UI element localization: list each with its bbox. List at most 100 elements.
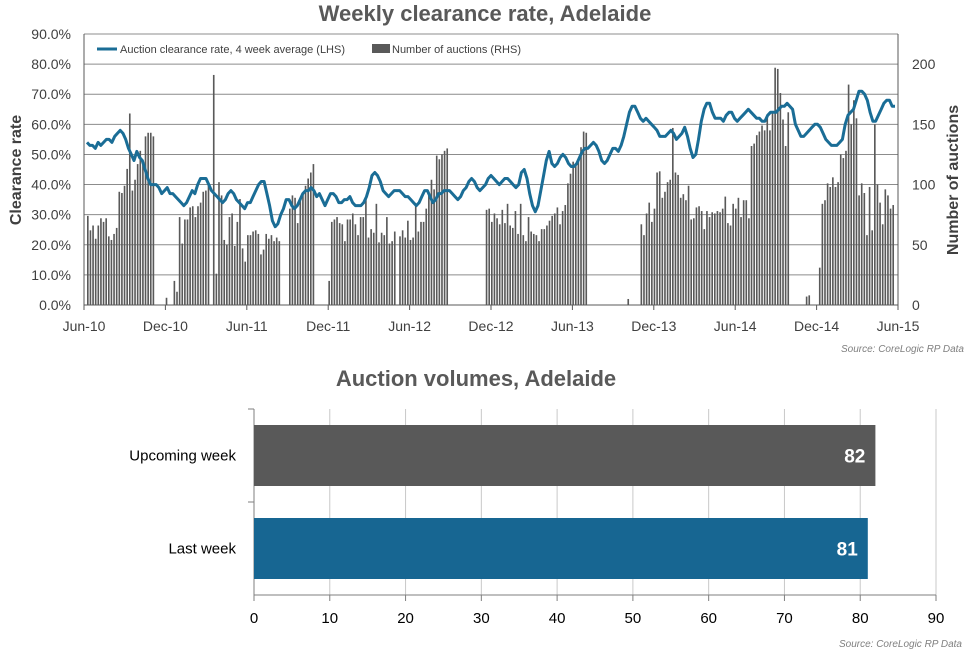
auction-bar bbox=[553, 213, 556, 305]
auction-bar bbox=[152, 136, 155, 305]
auction-bar bbox=[372, 232, 375, 305]
auction-bar bbox=[582, 131, 585, 305]
auction-bar bbox=[362, 217, 365, 305]
chart2-title: Auction volumes, Adelaide bbox=[336, 366, 616, 391]
auction-bar bbox=[690, 219, 693, 305]
chart1-title: Weekly clearance rate, Adelaide bbox=[319, 1, 652, 26]
auction-bar bbox=[375, 203, 378, 305]
auction-bar bbox=[236, 221, 239, 305]
auction-bar bbox=[430, 179, 433, 305]
auction-bar bbox=[818, 267, 821, 305]
auction-bar bbox=[546, 225, 548, 305]
auction-bar bbox=[700, 211, 703, 305]
y2-tick-label: 50 bbox=[912, 237, 928, 253]
auction-bar bbox=[766, 117, 769, 305]
auction-bar bbox=[682, 194, 685, 305]
auction-bar bbox=[178, 217, 181, 305]
chart1-left-ticks: 0.0% 10.0% 20.0% 30.0% 40.0% 50.0% 60.0% 70.0% 8… bbox=[31, 26, 71, 313]
auction-bar bbox=[693, 218, 695, 305]
auction-bar bbox=[367, 237, 370, 305]
auction-bar bbox=[89, 230, 92, 305]
auction-bar bbox=[223, 239, 226, 305]
bar-category-label: Upcoming week bbox=[129, 448, 236, 465]
auction-bar bbox=[585, 132, 588, 305]
auction-bar bbox=[220, 195, 223, 305]
auction-bar bbox=[425, 208, 428, 305]
auction-bar bbox=[522, 235, 525, 305]
auction-bar bbox=[834, 186, 837, 305]
auction-bar bbox=[845, 150, 847, 305]
chart1-y2-axis-title: Number of auctions bbox=[945, 105, 962, 255]
auction-bar bbox=[695, 207, 698, 305]
auction-bar bbox=[847, 84, 850, 305]
legend-bar-swatch bbox=[372, 44, 390, 53]
auction-bar bbox=[784, 146, 787, 305]
auction-bar bbox=[194, 217, 197, 305]
auction-bar bbox=[186, 219, 189, 305]
auction-bar bbox=[514, 211, 517, 305]
x-tick-label: Jun-10 bbox=[63, 318, 106, 334]
auction-bar bbox=[645, 213, 648, 305]
auction-bar bbox=[821, 203, 824, 305]
auction-bar bbox=[740, 217, 742, 305]
auction-bar bbox=[142, 160, 144, 305]
auction-bar bbox=[441, 154, 443, 305]
auction-bar bbox=[231, 213, 233, 305]
auction-bar bbox=[567, 183, 569, 305]
auction-bar bbox=[218, 182, 220, 305]
y-tick-label: 90.0% bbox=[31, 26, 71, 42]
auction-bar bbox=[438, 159, 441, 305]
y-tick-label: 0.0% bbox=[39, 297, 71, 313]
auction-bar bbox=[889, 208, 892, 305]
auction-bar bbox=[711, 212, 713, 305]
auction-bar bbox=[750, 146, 753, 305]
auction-bar bbox=[294, 197, 296, 305]
x-tick-label: Dec-12 bbox=[468, 318, 513, 334]
chart1-y-axis-title: Clearance rate bbox=[8, 115, 25, 225]
auction-bar bbox=[128, 113, 131, 306]
x-tick-label: 50 bbox=[625, 610, 642, 627]
x-tick-label: 30 bbox=[473, 610, 490, 627]
auction-bar bbox=[666, 182, 669, 305]
auction-bar bbox=[446, 148, 449, 305]
auction-bar bbox=[755, 135, 758, 305]
auction-bar bbox=[212, 74, 215, 305]
auction-bar bbox=[853, 100, 855, 306]
auction-bar bbox=[826, 183, 829, 305]
auction-bar bbox=[732, 203, 734, 305]
auction-bar bbox=[842, 158, 845, 305]
auction-bar bbox=[244, 261, 247, 305]
auction-bar bbox=[97, 225, 100, 305]
auction-bar bbox=[414, 203, 417, 305]
auction-bar bbox=[401, 230, 404, 305]
auction-bar bbox=[866, 235, 868, 305]
auction-bar bbox=[273, 241, 275, 305]
chart1-clearance-line bbox=[85, 89, 895, 229]
auction-bar bbox=[428, 192, 430, 305]
auction-bar bbox=[719, 212, 721, 305]
y-tick-label: 70.0% bbox=[31, 86, 71, 102]
auction-bar bbox=[380, 232, 383, 305]
auction-bar bbox=[769, 130, 771, 305]
auction-bar bbox=[357, 235, 359, 305]
auction-bar bbox=[349, 219, 351, 305]
x-tick-label: 90 bbox=[928, 610, 945, 627]
auction-bar bbox=[144, 136, 147, 305]
auction-bar bbox=[540, 229, 543, 305]
auction-bar bbox=[863, 192, 866, 305]
auction-bar bbox=[134, 179, 136, 305]
y2-tick-label: 100 bbox=[912, 177, 936, 193]
y-tick-label: 50.0% bbox=[31, 146, 71, 162]
auction-bar bbox=[737, 197, 740, 305]
auction-bar bbox=[252, 231, 254, 305]
auction-bar bbox=[653, 208, 656, 305]
x-tick-label: Jun-12 bbox=[388, 318, 431, 334]
y2-tick-label: 200 bbox=[912, 56, 936, 72]
auction-bar bbox=[147, 132, 149, 305]
auction-bar bbox=[94, 238, 97, 305]
auction-bar bbox=[328, 280, 330, 305]
x-tick-label: 40 bbox=[549, 610, 566, 627]
auction-bar bbox=[881, 224, 884, 305]
auction-bar bbox=[648, 202, 651, 305]
